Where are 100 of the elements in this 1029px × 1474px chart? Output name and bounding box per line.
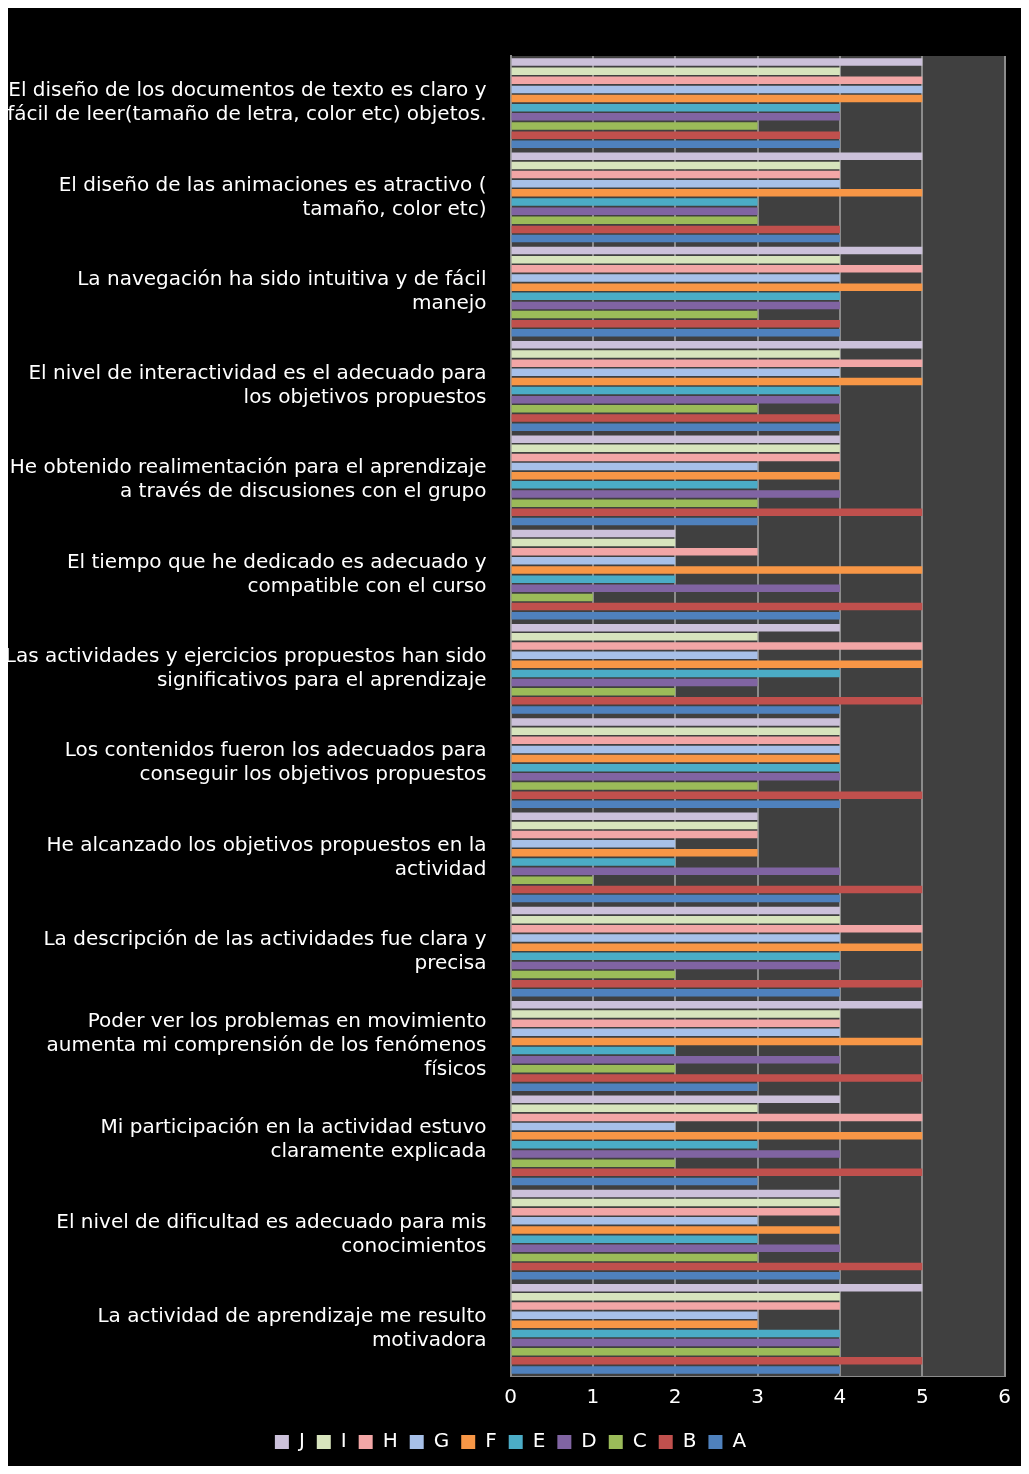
bar: [511, 189, 923, 197]
bar: [511, 368, 840, 377]
bar: [511, 800, 840, 809]
bar: [511, 1320, 758, 1329]
bar: [511, 103, 840, 112]
bar: [511, 1001, 923, 1009]
legend-label: J: [296, 1428, 305, 1453]
bar: [511, 1338, 840, 1347]
bar: [511, 687, 676, 696]
bar: [511, 350, 840, 358]
bar: [511, 517, 758, 526]
bar: [511, 849, 758, 857]
bar: [511, 952, 840, 961]
bar: [511, 1074, 923, 1082]
bar: [511, 812, 758, 821]
bar: [511, 1302, 840, 1310]
bar: [511, 405, 758, 413]
bar: [511, 1122, 676, 1131]
bar: [511, 1217, 758, 1225]
bar: [511, 538, 676, 547]
bar: [511, 471, 840, 480]
bar: [511, 1065, 676, 1073]
bar: [511, 1311, 758, 1319]
bar: [511, 839, 676, 848]
bar: [511, 76, 923, 85]
bar: [511, 660, 923, 669]
bar: [511, 575, 676, 583]
bar: [511, 782, 758, 790]
y-tick-label: He obtenido realimentación para el aprendizaje a través de discusiones con el grupo: [9, 454, 487, 503]
bar: [511, 1235, 758, 1243]
legend-label: I: [340, 1428, 347, 1453]
legend-label: E: [532, 1428, 546, 1453]
bar: [511, 876, 593, 885]
bar: [511, 678, 758, 687]
bar: [511, 915, 840, 924]
y-tick-label: El nivel de dificultad es adecuado para mis conocimientos: [56, 1208, 487, 1257]
bar: [511, 943, 923, 951]
bar: [511, 301, 840, 310]
bar: [511, 341, 923, 349]
bar: [511, 140, 840, 149]
bar: [511, 58, 923, 66]
x-tick-label: 4: [833, 1384, 847, 1409]
bar: [511, 1150, 840, 1158]
bar: [511, 423, 840, 431]
bar: [511, 435, 840, 443]
y-tick-label: La descripción de las actividades fue clara y precisa: [43, 925, 487, 974]
x-tick-label: 6: [998, 1384, 1011, 1409]
bar: [511, 566, 923, 574]
bar: [511, 934, 840, 942]
bar: [511, 1019, 840, 1027]
legend-label: G: [433, 1428, 450, 1453]
bar: [511, 152, 923, 161]
bar: [511, 669, 840, 678]
bar: [511, 970, 676, 979]
bar: [511, 1329, 840, 1338]
bar: [511, 906, 840, 915]
bar: [511, 499, 758, 507]
bar: [511, 131, 840, 139]
bar: [511, 1028, 840, 1037]
bar: [511, 329, 840, 337]
bar: [511, 1046, 676, 1055]
bar: [511, 1177, 758, 1186]
bar: [511, 113, 840, 121]
bar: [511, 1055, 840, 1064]
bar: [511, 718, 840, 726]
bar: [511, 395, 840, 404]
x-tick-label: 0: [504, 1384, 517, 1409]
bar: [511, 611, 840, 620]
bar: [511, 1226, 840, 1234]
bar: [511, 274, 840, 282]
legend-label: C: [632, 1428, 647, 1453]
legend-label: D: [581, 1428, 597, 1453]
bar: [511, 255, 840, 264]
bar: [511, 292, 840, 301]
y-tick-label: Poder ver los problemas en movimiento aumenta mi comprensión de los fenómenos físicos: [46, 1008, 487, 1081]
x-tick-label: 5: [915, 1384, 929, 1409]
legend-label: A: [732, 1428, 747, 1453]
bar: [511, 1168, 923, 1177]
bar: [511, 736, 840, 745]
bar: [511, 359, 923, 367]
bar: [511, 386, 840, 395]
bar: [511, 490, 840, 498]
bar: [511, 633, 758, 641]
bar: [511, 225, 840, 234]
y-tick-label: He alcanzado los objetivos propuestos en la actividad: [46, 831, 487, 880]
bar: [511, 310, 758, 319]
bar: [511, 557, 676, 565]
bar: [511, 773, 840, 781]
bar: [511, 1159, 676, 1167]
bar: [511, 1104, 758, 1113]
y-tick-label: El diseño de las animaciones es atractivo ( tamaño, color etc): [58, 171, 487, 220]
bar: [511, 283, 923, 291]
legend-label: F: [485, 1428, 497, 1453]
bar: [511, 319, 840, 328]
bar: [511, 234, 840, 243]
bar: [511, 529, 676, 538]
y-tick-label: Los contenidos fueron los adecuados para conseguir los objetivos propuestos: [64, 737, 487, 786]
bar: [511, 1010, 840, 1018]
y-tick-label: Mi participación en la actividad estuvo claramente explicada: [100, 1114, 487, 1163]
bar: [511, 979, 923, 988]
